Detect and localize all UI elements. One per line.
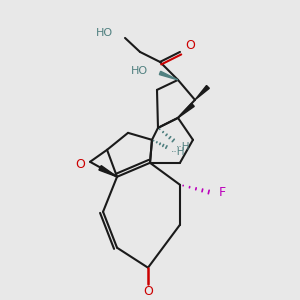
Text: HO: HO [131,66,148,76]
Text: O: O [185,39,195,52]
Text: O: O [75,158,85,171]
Text: F: F [218,186,226,199]
Text: ··H: ··H [176,142,190,152]
Polygon shape [195,85,209,100]
Polygon shape [178,103,194,118]
Polygon shape [159,71,178,80]
Polygon shape [99,166,117,177]
Text: ··H: ··H [171,147,185,157]
Text: O: O [143,285,153,298]
Text: HO: HO [96,28,113,38]
